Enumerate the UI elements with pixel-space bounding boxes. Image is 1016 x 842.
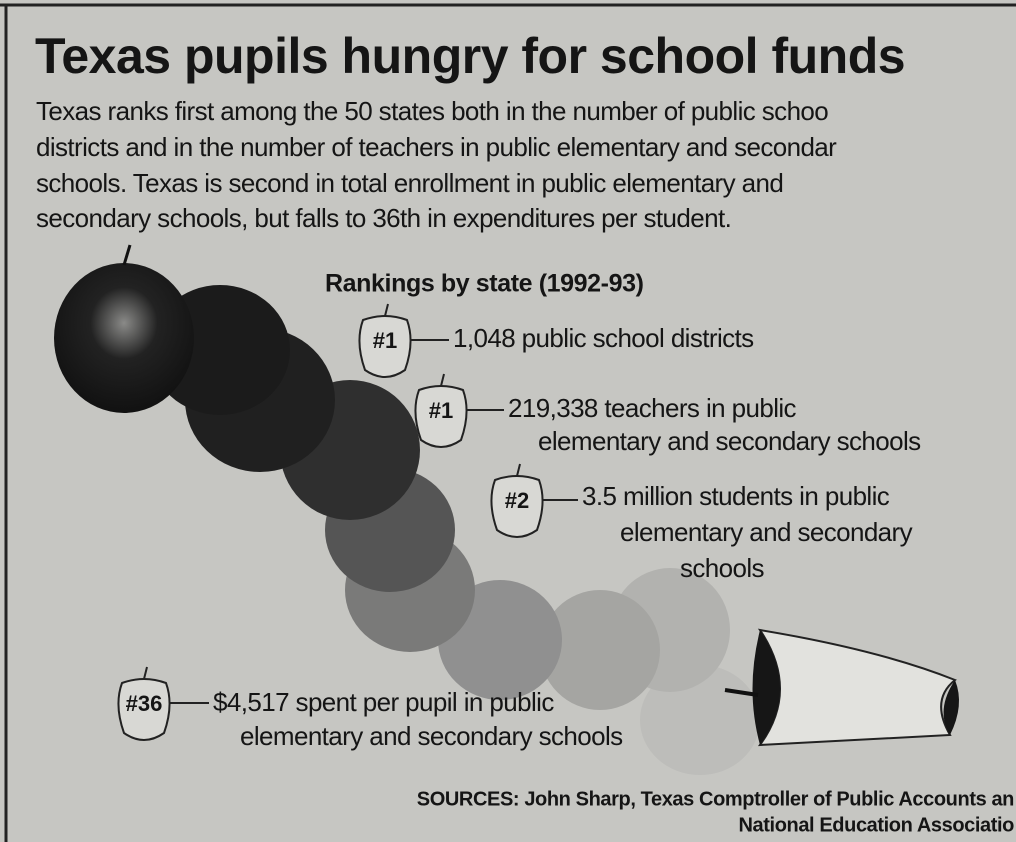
source-line: National Education Associatio — [739, 814, 1015, 836]
rank-label: #1 — [429, 398, 453, 423]
infographic: Texas pupils hungry for school funds Ran… — [0, 0, 1016, 842]
source-line: SOURCES: John Sharp, Texas Comptroller o… — [417, 788, 1014, 810]
apple-stem — [385, 304, 388, 316]
ranking-line: $4,517 spent per pupil in public — [213, 687, 554, 717]
intro-line: secondary schools, but falls to 36th in … — [36, 203, 731, 233]
title: Texas pupils hungry for school funds — [35, 28, 905, 84]
apple-stem — [144, 667, 147, 679]
ranking-line: elementary and secondary schools — [240, 721, 623, 751]
ranking-line: elementary and secondary schools — [538, 426, 921, 456]
rank-label: #2 — [505, 488, 529, 513]
ranking-line: elementary and secondary — [620, 517, 913, 547]
page: Texas pupils hungry for school funds Ran… — [0, 0, 1016, 842]
apple-stem — [517, 464, 520, 476]
rank-label: #36 — [126, 691, 163, 716]
rankings-heading: Rankings by state (1992-93) — [325, 270, 644, 298]
apple-stem — [441, 374, 444, 386]
intro-line: Texas ranks first among the 50 states bo… — [36, 96, 828, 126]
intro-line: districts and in the number of teachers … — [36, 132, 837, 162]
ranking-line: 219,338 teachers in public — [508, 393, 797, 423]
intro-line: schools. Texas is second in total enroll… — [36, 168, 783, 198]
ranking-line: 1,048 public school districts — [453, 323, 754, 353]
ranking-line: 3.5 million students in public — [582, 481, 890, 511]
apple-core — [725, 630, 959, 745]
ranking-line: schools — [680, 553, 765, 583]
rank-label: #1 — [373, 328, 397, 353]
